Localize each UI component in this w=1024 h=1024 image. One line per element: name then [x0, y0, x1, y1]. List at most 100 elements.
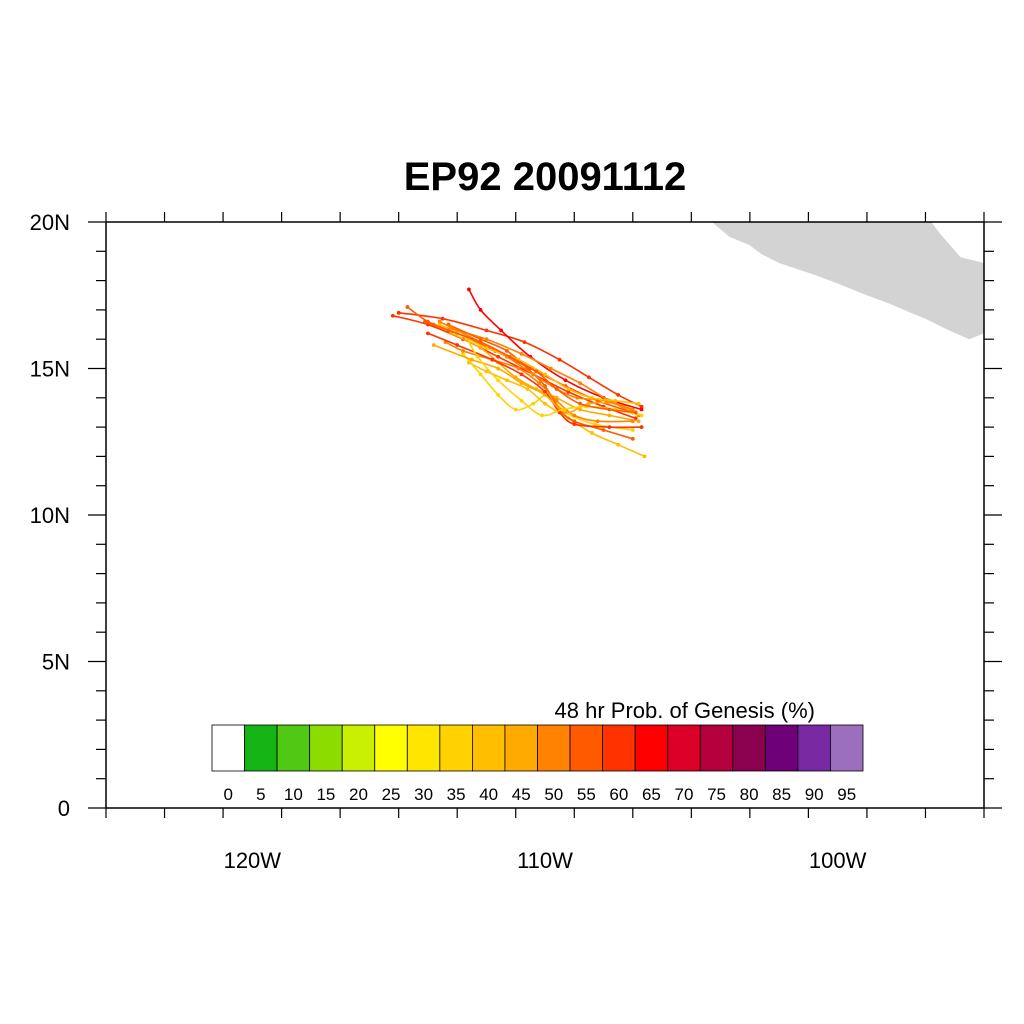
track-point: [554, 387, 559, 391]
colorbar-label: 45: [512, 785, 531, 804]
track-point: [639, 407, 644, 412]
lon-tick-label: 100W: [809, 848, 867, 873]
track-point: [484, 328, 489, 333]
track-point: [572, 422, 577, 427]
track-point: [575, 395, 580, 400]
colorbar-label: 60: [609, 785, 628, 804]
track-point: [587, 375, 591, 380]
track-point: [630, 436, 635, 441]
track-point: [496, 392, 501, 397]
track-point: [475, 354, 480, 359]
colorbar-boxes: [211, 724, 864, 772]
track-point: [519, 381, 524, 386]
track-point: [630, 407, 635, 412]
track-point: [437, 322, 442, 327]
track-point: [496, 366, 501, 371]
track-point: [601, 428, 606, 432]
track-group: [390, 287, 647, 459]
track-point: [484, 369, 489, 374]
track-point: [563, 410, 568, 415]
track-point: [431, 343, 436, 347]
colorbar-box: [830, 724, 864, 772]
track-point: [478, 346, 483, 350]
colorbar-label: 85: [772, 785, 791, 804]
track-point: [616, 392, 621, 397]
track-point: [636, 401, 641, 406]
track-point: [461, 349, 465, 353]
colorbar-label: 40: [479, 785, 498, 804]
track-point: [469, 357, 474, 362]
track-point: [543, 392, 547, 397]
track-point: [566, 387, 571, 391]
track-point: [607, 413, 612, 418]
track-point: [519, 398, 524, 403]
colorbar-box: [602, 724, 636, 772]
colorbar-box: [406, 724, 441, 772]
track-point: [548, 366, 553, 371]
latitude-labels: 20N 15N 10N 5N 0: [30, 210, 70, 821]
lat-tick-label: 20N: [30, 210, 70, 235]
lat-tick-label: 5N: [42, 650, 70, 675]
colorbar-box: [537, 724, 571, 772]
colorbar-box: [244, 724, 278, 772]
track-point: [592, 422, 597, 427]
colorbar-label: 25: [382, 785, 401, 804]
colorbar-box: [211, 724, 245, 772]
track-point: [449, 325, 454, 330]
track-point: [543, 372, 547, 377]
colorbar-label: 80: [740, 785, 759, 804]
colorbar-label: 65: [642, 785, 661, 804]
colorbar-label: 5: [256, 785, 265, 804]
track-point: [630, 428, 635, 432]
track-point: [478, 340, 483, 345]
lat-tick-label: 0: [58, 796, 70, 821]
colorbar-label: 10: [284, 785, 303, 804]
track-point: [572, 419, 577, 424]
track-point: [519, 351, 524, 356]
plot-title: EP92 20091112: [404, 155, 687, 199]
track-point: [478, 337, 483, 342]
track-line: [392, 315, 636, 420]
track-point: [519, 372, 524, 377]
colorbar-box: [504, 724, 538, 772]
track-point: [467, 287, 471, 292]
land-mexico: [711, 222, 984, 340]
track-point: [587, 401, 591, 406]
longitude-labels: 120W 110W 100W: [224, 848, 867, 873]
track-point: [390, 313, 395, 318]
track-point: [572, 413, 577, 418]
track-point: [540, 413, 544, 418]
track-point: [496, 354, 501, 359]
track-point: [534, 369, 539, 374]
colorbar: 48 hr Prob. of Genesis (%) 0 5 10 15 20 25 30 3…: [211, 698, 864, 804]
track-point: [554, 398, 559, 403]
colorbar-label: 50: [544, 785, 563, 804]
track-point: [484, 346, 489, 350]
colorbar-label: 30: [414, 785, 433, 804]
colorbar-box: [439, 724, 473, 772]
track-point: [461, 351, 465, 356]
lon-tick-label: 120W: [224, 848, 282, 873]
colorbar-box: [667, 724, 701, 772]
track-point: [505, 378, 509, 383]
track-point: [507, 354, 512, 359]
track-point: [423, 319, 427, 324]
track-point: [396, 310, 401, 315]
map-panel: 20N 15N 10N 5N 0 120W 110W 100W: [30, 210, 1002, 873]
track-point: [642, 454, 647, 459]
track-point: [578, 381, 583, 386]
colorbar-label: 20: [349, 785, 368, 804]
colorbar-box: [341, 724, 376, 772]
track-point: [496, 378, 501, 383]
lat-tick-label: 15N: [30, 357, 70, 382]
track-point: [563, 378, 568, 383]
colorbar-box: [276, 724, 311, 772]
colorbar-title: 48 hr Prob. of Genesis (%): [555, 698, 815, 723]
track-line: [398, 312, 642, 408]
track-point: [589, 395, 594, 400]
colorbar-box: [634, 724, 669, 772]
track-point: [543, 401, 547, 406]
track-point: [616, 442, 621, 447]
track-point: [595, 419, 600, 424]
